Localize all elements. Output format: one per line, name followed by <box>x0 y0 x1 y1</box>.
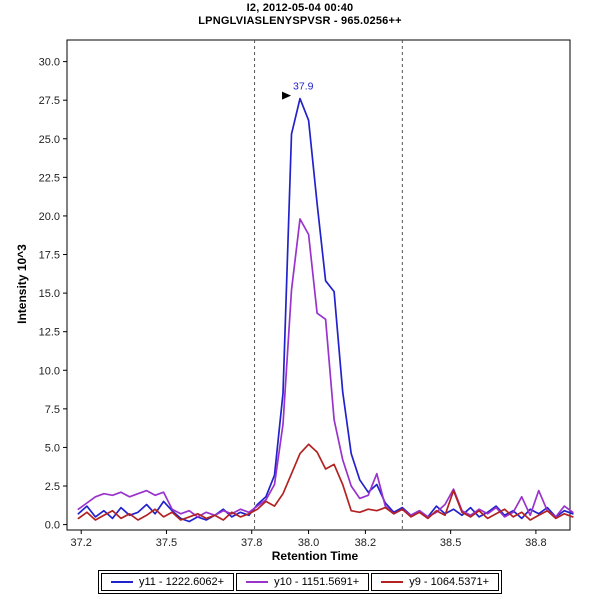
legend-label-y9: y9 - 1064.5371+ <box>409 576 490 588</box>
legend-item-y10: y10 - 1151.5691+ <box>236 573 370 591</box>
trace-y10[interactable] <box>77 218 574 518</box>
trace-y11[interactable] <box>77 97 574 523</box>
y-tick-label: 2.5 <box>45 481 60 493</box>
legend-box: y11 - 1222.6062+ y10 - 1151.5691+ y9 - 1… <box>97 570 503 594</box>
legend-item-y11: y11 - 1222.6062+ <box>100 573 235 591</box>
chart-title: I2, 2012-05-04 00:40 <box>246 2 354 14</box>
y-tick-label: 27.5 <box>39 95 60 107</box>
x-tick-label: 38.8 <box>525 537 546 549</box>
legend-label-y11: y11 - 1222.6062+ <box>138 576 225 588</box>
peak-apex-arrow-icon <box>282 91 292 100</box>
y-tick-label: 25.0 <box>39 134 60 146</box>
y-tick-label: 22.5 <box>39 172 60 184</box>
x-tick-label: 38.5 <box>440 537 461 549</box>
y9-line-swatch <box>381 581 404 583</box>
y-tick-label: 17.5 <box>39 250 60 262</box>
x-tick-label: 38.0 <box>298 537 319 549</box>
peak-apex-annotation[interactable]: 37.9 <box>293 81 314 93</box>
y-tick-label: 7.5 <box>45 404 60 416</box>
axis-box <box>66 39 571 531</box>
x-tick-label: 37.8 <box>241 537 262 549</box>
x-tick-label: 37.5 <box>156 537 177 549</box>
y-tick-label: 20.0 <box>39 211 60 223</box>
y-tick-label: 12.5 <box>39 327 60 339</box>
legend-label-y10: y10 - 1151.5691+ <box>274 576 360 588</box>
y11-line-swatch <box>110 581 133 583</box>
y-tick-label: 10.0 <box>39 365 60 377</box>
chromatogram-plot[interactable]: 37.2 37.5 37.8 38.0 38.2 38.5 38.8 0.0 2.5 5.0 7.5… <box>0 0 600 565</box>
x-tick-label: 38.2 <box>355 537 376 549</box>
trace-y9[interactable] <box>77 443 574 521</box>
y-axis-title: Intensity 10^3 <box>15 244 29 324</box>
x-tick-label: 37.2 <box>70 537 91 549</box>
y-tick-label: 15.0 <box>39 288 60 300</box>
y10-line-swatch <box>246 581 269 583</box>
legend: y11 - 1222.6062+ y10 - 1151.5691+ y9 - 1… <box>0 570 600 594</box>
y-tick-label: 5.0 <box>45 442 60 454</box>
x-axis-title: Retention Time <box>271 549 359 563</box>
y-tick-label: 0.0 <box>45 520 60 532</box>
chart-subtitle-peptide: LPNGLVIASLENYSPVSR - 965.0256++ <box>198 15 402 27</box>
y-tick-label: 30.0 <box>39 57 60 69</box>
legend-item-y9: y9 - 1064.5371+ <box>371 573 500 591</box>
